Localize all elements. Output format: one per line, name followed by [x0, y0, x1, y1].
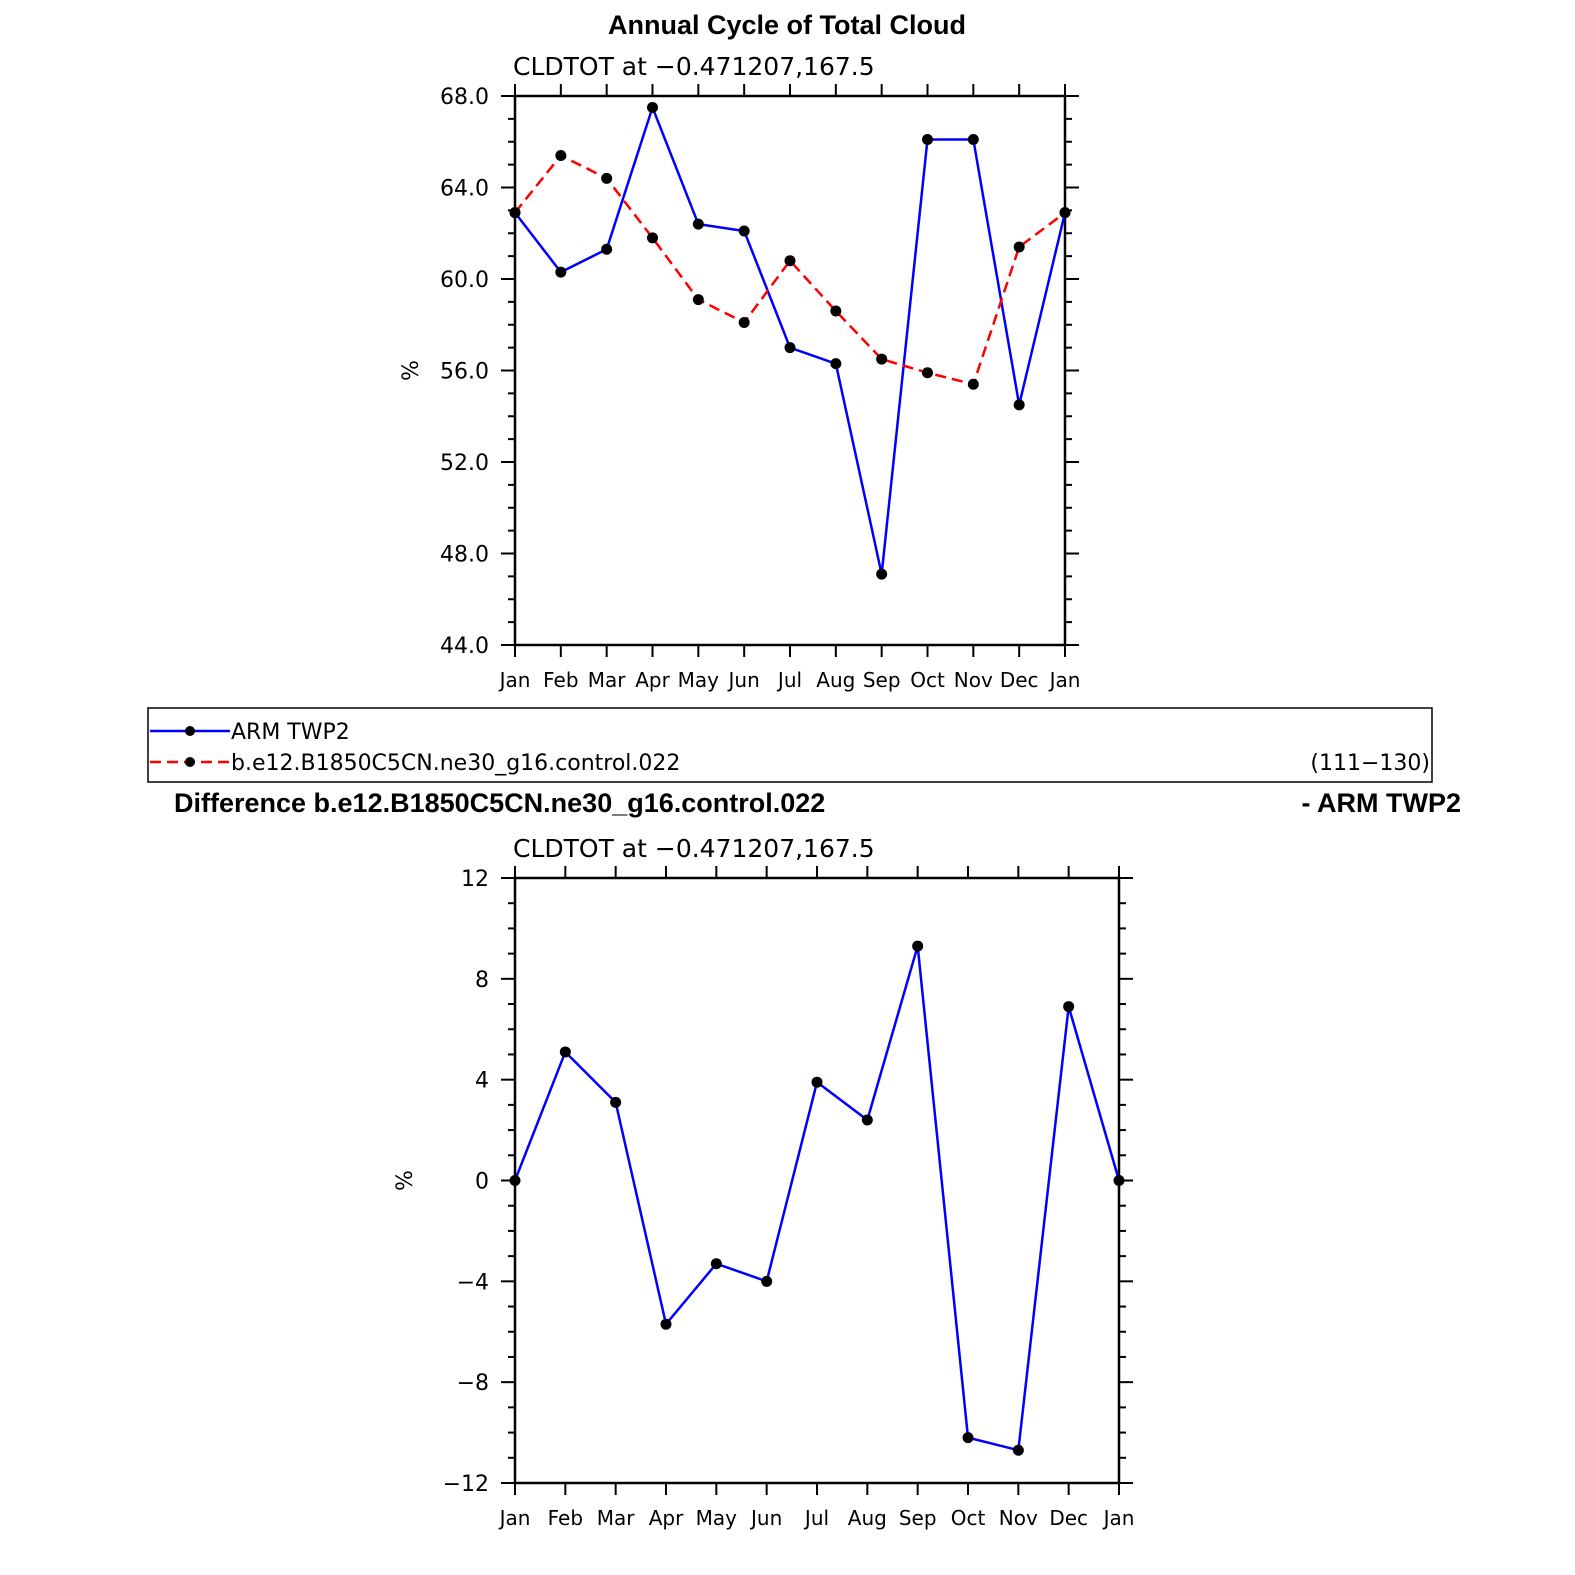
x-tick-label: Jul: [803, 1506, 829, 1530]
data-point: [912, 940, 924, 952]
x-tick-label: Nov: [954, 668, 993, 692]
data-point: [876, 568, 888, 580]
x-tick-label: Mar: [597, 1506, 636, 1530]
x-tick-label: Jan: [498, 668, 531, 692]
y-axis-label: %: [393, 1170, 418, 1191]
bottom-chart: Jan Feb Mar Apr May Jun Jul Aug Sep Oct Nov Dec Jan−…: [393, 866, 1134, 1530]
legend: ARM TWP2 b.e12.B1850C5CN.ne30_g16.contro…: [147, 707, 1433, 783]
data-point: [555, 266, 567, 278]
legend-marker-model: [185, 757, 195, 767]
data-point: [601, 243, 613, 255]
y-tick-label: 60.0: [440, 268, 489, 293]
x-tick-label: Sep: [899, 1506, 937, 1530]
x-tick-label: Dec: [1049, 1506, 1088, 1530]
data-point: [922, 367, 933, 379]
data-point: [692, 218, 704, 230]
y-tick-label: 56.0: [440, 360, 489, 385]
x-tick-label: Nov: [999, 1506, 1038, 1530]
x-tick-label: Dec: [1000, 668, 1039, 692]
bottom-chart-subtitle: CLDTOT at −0.471207,167.5: [513, 834, 875, 863]
data-point: [610, 1096, 622, 1108]
y-tick-label: 48.0: [440, 543, 489, 568]
y-tick-label: −8: [457, 1371, 489, 1396]
y-tick-label: 0: [475, 1170, 489, 1195]
data-point: [830, 305, 842, 317]
legend-years: (111−130): [1310, 751, 1430, 776]
y-tick-label: 8: [475, 968, 489, 993]
x-tick-label: May: [678, 668, 720, 692]
x-tick-label: May: [696, 1506, 738, 1530]
y-tick-label: 12: [461, 867, 489, 892]
y-tick-label: 44.0: [440, 634, 489, 659]
bottom-chart-title-left: Difference b.e12.B1850C5CN.ne30_g16.cont…: [174, 788, 825, 818]
data-point: [738, 316, 750, 328]
y-tick-label: −4: [457, 1270, 489, 1295]
data-point: [509, 1175, 521, 1186]
data-point: [1013, 399, 1025, 411]
y-tick-label: 52.0: [440, 451, 489, 476]
series-line: [514, 103, 1067, 575]
data-point: [738, 225, 750, 237]
data-point: [784, 342, 796, 354]
top-chart-title: Annual Cycle of Total Cloud: [608, 10, 966, 40]
series-line: [513, 945, 1121, 1452]
y-tick-label: −12: [443, 1472, 489, 1497]
data-point: [784, 255, 796, 267]
data-point: [967, 378, 979, 390]
x-tick-label: Oct: [951, 1506, 986, 1530]
data-point: [876, 353, 888, 365]
x-tick-label: Feb: [548, 1506, 583, 1530]
plot-frame: [513, 94, 1067, 647]
data-point: [1113, 1175, 1125, 1186]
data-point: [962, 1432, 974, 1444]
data-point: [830, 358, 842, 370]
data-point: [761, 1275, 773, 1287]
x-tick-label: Jul: [776, 668, 802, 692]
top-chart: Jan Feb Mar Apr May Jun Jul Aug Sep Oct Nov Dec Jan 4…: [399, 84, 1080, 692]
data-point: [922, 133, 933, 145]
x-tick-label: Jan: [498, 1506, 531, 1530]
data-point: [967, 133, 979, 145]
y-tick-label: 64.0: [440, 177, 489, 202]
data-point: [647, 232, 658, 244]
x-tick-label: Jun: [749, 1506, 782, 1530]
bottom-chart-title-right: - ARM TWP2: [1302, 788, 1461, 818]
data-point: [1059, 207, 1071, 219]
data-point: [509, 207, 521, 219]
y-tick-label: 68.0: [440, 85, 489, 110]
x-tick-label: Apr: [649, 1506, 684, 1530]
legend-label-model: b.e12.B1850C5CN.ne30_g16.control.022: [231, 751, 680, 776]
x-tick-label: Aug: [816, 668, 855, 692]
data-point: [1013, 241, 1025, 253]
y-tick-label: 4: [475, 1069, 489, 1094]
x-tick-label: Jun: [727, 668, 760, 692]
data-point: [710, 1258, 722, 1270]
top-chart-subtitle: CLDTOT at −0.471207,167.5: [513, 52, 875, 81]
data-point: [1012, 1444, 1024, 1456]
data-point: [1063, 1001, 1075, 1013]
x-tick-label: Feb: [543, 668, 578, 692]
x-tick-label: Jan: [1102, 1506, 1135, 1530]
plot-frame: [513, 876, 1121, 1485]
y-axis-label: %: [399, 360, 424, 381]
x-tick-label: Aug: [848, 1506, 887, 1530]
data-point: [861, 1114, 873, 1126]
legend-marker-arm: [185, 726, 195, 736]
data-point: [692, 294, 704, 306]
data-point: [811, 1076, 823, 1088]
x-tick-label: Jan: [1048, 668, 1081, 692]
data-point: [559, 1046, 571, 1058]
data-point: [660, 1318, 672, 1330]
x-tick-label: Apr: [635, 668, 670, 692]
data-point: [647, 101, 658, 113]
legend-box: [147, 707, 1433, 783]
x-tick-label: Oct: [910, 668, 945, 692]
data-point: [601, 172, 613, 184]
x-tick-label: Sep: [863, 668, 901, 692]
data-point: [555, 149, 567, 161]
legend-label-arm: ARM TWP2: [231, 720, 350, 745]
x-tick-label: Mar: [588, 668, 627, 692]
